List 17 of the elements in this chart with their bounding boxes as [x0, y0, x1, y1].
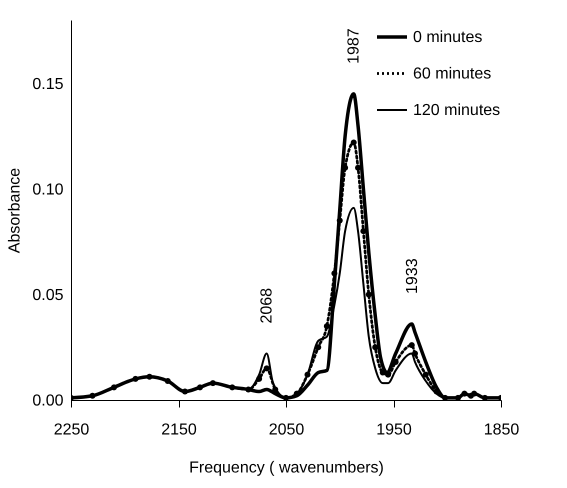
y-tick-label: 0.15	[32, 76, 64, 93]
legend-label: 60 minutes	[413, 66, 492, 82]
annotation: 1987	[346, 28, 363, 64]
y-tick-label: 0.00	[32, 392, 64, 410]
legend-label: 0 minutes	[413, 29, 482, 46]
annotation: 2068	[258, 288, 276, 324]
annotation: 1933	[404, 258, 421, 294]
y-tick-label: 0.10	[32, 181, 64, 198]
x-axis-title: Frequency ( wavenumbers)	[189, 460, 384, 476]
legend-label: 120 minutes	[413, 102, 500, 119]
y-tick-label: 0.05	[32, 286, 64, 304]
x-tick-label: 1850	[484, 422, 520, 438]
x-tick-label: 2150	[161, 422, 197, 438]
x-tick-label: 2250	[54, 422, 90, 438]
x-tick-label: 1950	[376, 422, 412, 438]
x-tick-label: 2050	[268, 422, 304, 438]
y-axis-title: Absorbance	[6, 168, 24, 254]
